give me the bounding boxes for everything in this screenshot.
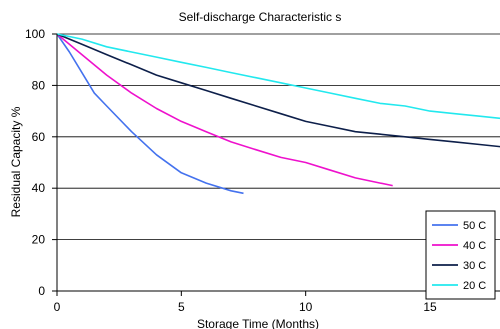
y-tick-label-80: 80 bbox=[32, 78, 46, 92]
x-tick-label-15: 15 bbox=[423, 300, 437, 314]
series-line-2 bbox=[56, 33, 500, 148]
y-tick-label-0: 0 bbox=[38, 284, 45, 298]
series-line-0 bbox=[56, 33, 244, 195]
legend-label-2: 30 C bbox=[463, 260, 486, 272]
gridlines bbox=[57, 33, 500, 241]
series-line-1 bbox=[56, 33, 393, 187]
x-tick-label-10: 10 bbox=[299, 300, 313, 314]
tick-labels: 0 20 40 60 80 100 0 5 10 15 bbox=[25, 27, 437, 314]
series-lines bbox=[56, 33, 500, 195]
legend-label-0: 50 C bbox=[463, 220, 486, 232]
legend-label-3: 20 C bbox=[463, 280, 486, 292]
y-axis-label: Residual Capacity % bbox=[9, 106, 23, 217]
y-tick-label-40: 40 bbox=[32, 181, 46, 195]
legend-label-1: 40 C bbox=[463, 240, 486, 252]
series-line-3 bbox=[56, 33, 500, 120]
y-tick-label-60: 60 bbox=[32, 130, 46, 144]
x-tick-label-0: 0 bbox=[54, 300, 61, 314]
chart-title: Self-discharge Characteristic s bbox=[179, 10, 342, 24]
legend: 50 C 40 C 30 C 20 C bbox=[425, 210, 496, 300]
y-tick-label-100: 100 bbox=[25, 27, 45, 41]
x-axis-label: Storage Time (Months) bbox=[197, 317, 319, 329]
x-tick-label-5: 5 bbox=[178, 300, 185, 314]
y-tick-label-20: 20 bbox=[32, 233, 46, 247]
